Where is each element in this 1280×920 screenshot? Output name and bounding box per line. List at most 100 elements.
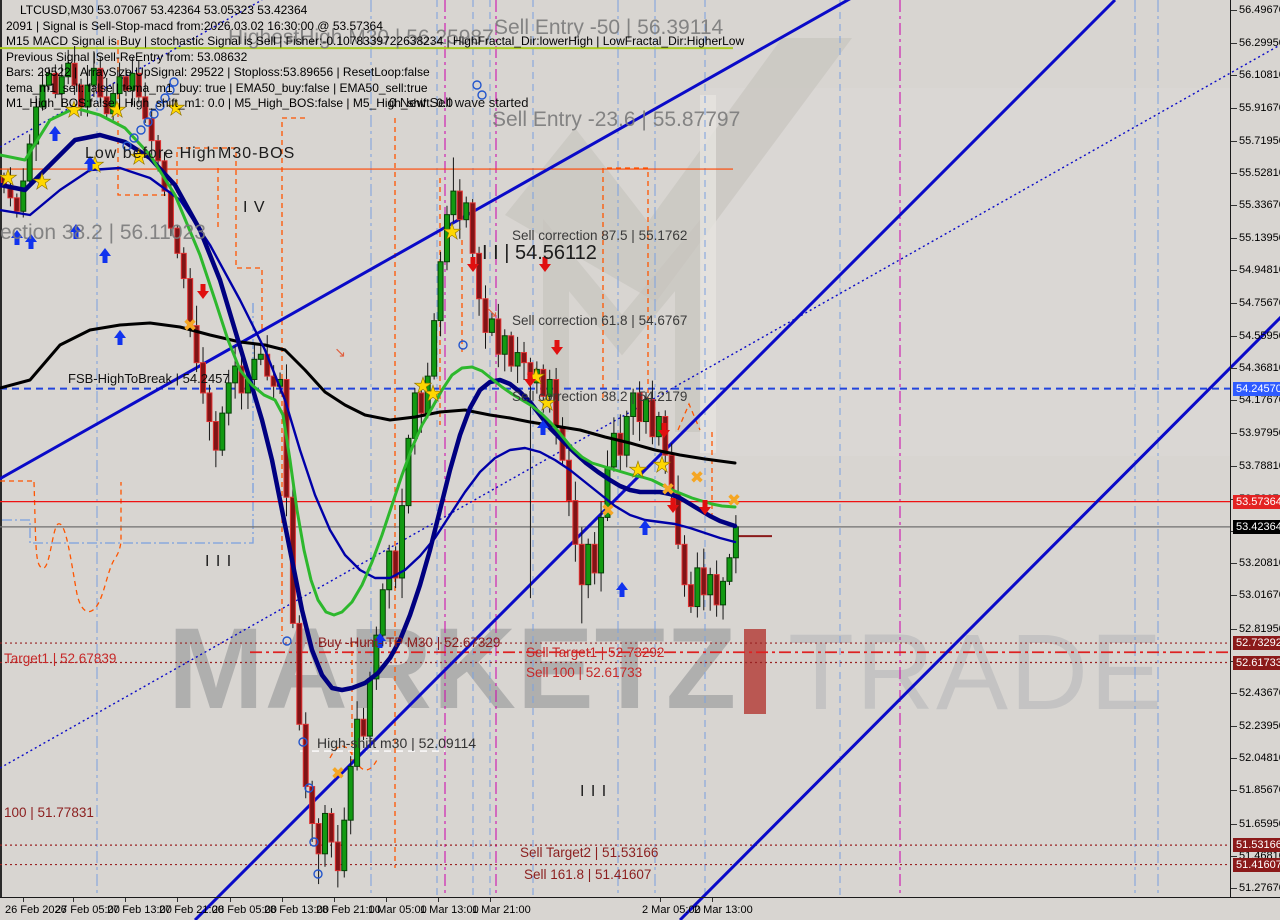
macd-stochastic-line: M15 MACD Signal is Buy | stochastic Sign…	[6, 34, 745, 48]
bear-candle	[360, 718, 367, 737]
price-tick-mark	[1231, 400, 1237, 402]
bear-candle	[482, 298, 489, 333]
buy-signal-arrow-icon	[114, 330, 126, 345]
bull-candle	[26, 143, 33, 182]
price-tick-label: 56.49670	[1239, 4, 1280, 16]
horizontal-levels[interactable]	[0, 47, 1230, 866]
time-tick-label: 27 Feb 13:00	[107, 904, 172, 916]
trend-line[interactable]	[678, 315, 1280, 920]
bear-candle	[713, 574, 720, 606]
exit-cross-icon: ✖	[661, 480, 675, 500]
trail-circle-icon	[282, 636, 292, 646]
price-tick-mark	[1231, 628, 1237, 630]
bear-candle	[180, 252, 187, 280]
orange-zigzag	[602, 167, 649, 398]
star-signal-icon: ★	[423, 382, 443, 407]
bear-candle	[71, 62, 78, 86]
price-tick-mark	[1231, 107, 1237, 109]
bull-candle	[65, 62, 72, 78]
bull-candle	[643, 399, 649, 423]
bull-candle	[533, 368, 540, 384]
logo-shape	[505, 38, 852, 302]
sell-signal-arrow-icon	[667, 498, 679, 513]
bull-candle	[257, 353, 264, 360]
bear-candle	[392, 550, 399, 579]
star-signal-icon: ★	[0, 166, 18, 191]
bear-candle	[103, 96, 110, 115]
logo-shape	[543, 218, 701, 432]
price-tick-label: 54.94810	[1239, 264, 1280, 277]
bear-candle	[687, 584, 694, 608]
price-tick-mark	[1231, 172, 1237, 174]
buy-signal-arrow-icon	[99, 248, 111, 263]
sell-signal-arrow-icon	[658, 423, 670, 438]
bull-candle	[219, 412, 226, 451]
price-tick-label: 52.81950	[1239, 622, 1280, 635]
star-signal-icon: ★	[537, 391, 557, 416]
watermark-red-bar	[744, 629, 766, 714]
sell-direction-icon: ↘	[334, 345, 346, 361]
sell-signal-arrow-icon	[524, 372, 536, 387]
orange-zigzag	[0, 480, 122, 613]
bull-candle	[39, 84, 46, 108]
price-highlight-label: 51.53166	[1233, 838, 1280, 853]
price-highlight-label: 51.41607	[1233, 857, 1280, 872]
star-signal-icon: ★	[166, 96, 186, 121]
watermark-brand-left: MARKETZ	[168, 605, 738, 733]
price-tick-mark	[1231, 433, 1237, 435]
buy-signal-arrow-icon	[616, 582, 628, 597]
price-highlight-label: 54.24570	[1233, 381, 1280, 396]
bull-candle	[610, 432, 617, 468]
trail-circle-icon	[304, 783, 314, 793]
bull-candle	[84, 84, 91, 108]
bear-candle	[700, 567, 707, 596]
trend-line[interactable]	[0, 0, 862, 490]
bull-candle	[225, 382, 232, 414]
price-axis[interactable]: 56.49670 56.29950 56.10810 55.91670 55.71950…	[1230, 0, 1280, 897]
bear-candle	[675, 493, 682, 545]
fractal-step-line	[2, 302, 254, 544]
trail-circle-icon	[309, 837, 319, 847]
bear-candle	[572, 500, 579, 545]
time-tick-mark	[73, 898, 74, 902]
bear-candle	[238, 365, 245, 394]
price-tick-label: 53.78810	[1239, 459, 1280, 472]
symbol-quote-line: LTCUSD,M30 53.07067 53.42364 53.05323 53…	[20, 3, 308, 17]
price-tick-label: 53.97950	[1239, 427, 1280, 440]
time-tick-label: 1 Mar 05:00	[368, 904, 427, 916]
ma-black-slow	[0, 321, 737, 465]
bear-candle	[270, 375, 277, 387]
bull-candle	[501, 335, 508, 355]
bear-candle	[617, 432, 624, 456]
bear-candle	[187, 278, 194, 327]
time-tick-label: 27 Feb 05:00	[55, 904, 120, 916]
orange-zigzag	[117, 40, 263, 332]
bull-candle	[366, 678, 373, 737]
trail-circle-icon	[458, 340, 468, 350]
bear-candle	[649, 399, 656, 438]
price-highlight-label: 53.42364	[1233, 519, 1280, 534]
bear-candle	[565, 459, 572, 502]
trail-circle-icon	[298, 737, 308, 747]
price-tick-label: 54.75670	[1239, 296, 1280, 309]
sell-signal-arrow-icon	[467, 257, 479, 272]
bull-candle	[347, 765, 354, 821]
price-tick-label: 54.36810	[1239, 362, 1280, 375]
price-tick-label: 53.20810	[1239, 557, 1280, 570]
bear-candle	[418, 392, 425, 414]
bear-candle	[78, 84, 85, 108]
price-tick-mark	[1231, 595, 1237, 597]
bear-candle	[167, 190, 174, 229]
price-tick-label: 55.91670	[1239, 101, 1280, 114]
bull-candle	[720, 580, 727, 606]
exit-cross-icon: ✖	[331, 764, 345, 784]
trail-circle-icon	[313, 869, 323, 879]
bull-candle	[110, 93, 117, 115]
bull-candle	[322, 812, 328, 855]
price-tick-label: 52.04810	[1239, 752, 1280, 765]
bear-candle	[578, 543, 585, 586]
tema-ema-line: tema_m1_sell: false | tema_m1_buy: true …	[6, 80, 428, 95]
time-axis[interactable]: 26 Feb 2026 27 Feb 05:00 27 Feb 13:00 27 Fe…	[0, 897, 1280, 920]
price-tick-label: 55.71950	[1239, 134, 1280, 147]
